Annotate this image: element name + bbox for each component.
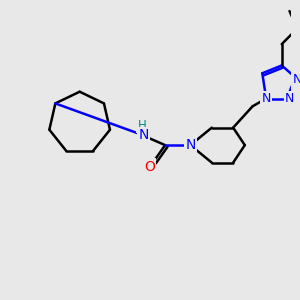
Text: N: N xyxy=(262,92,271,105)
Text: H: H xyxy=(137,119,146,132)
Text: N: N xyxy=(185,138,196,152)
Text: N: N xyxy=(292,73,300,85)
Text: O: O xyxy=(144,160,155,173)
Text: N: N xyxy=(285,92,294,105)
Text: N: N xyxy=(139,128,149,142)
